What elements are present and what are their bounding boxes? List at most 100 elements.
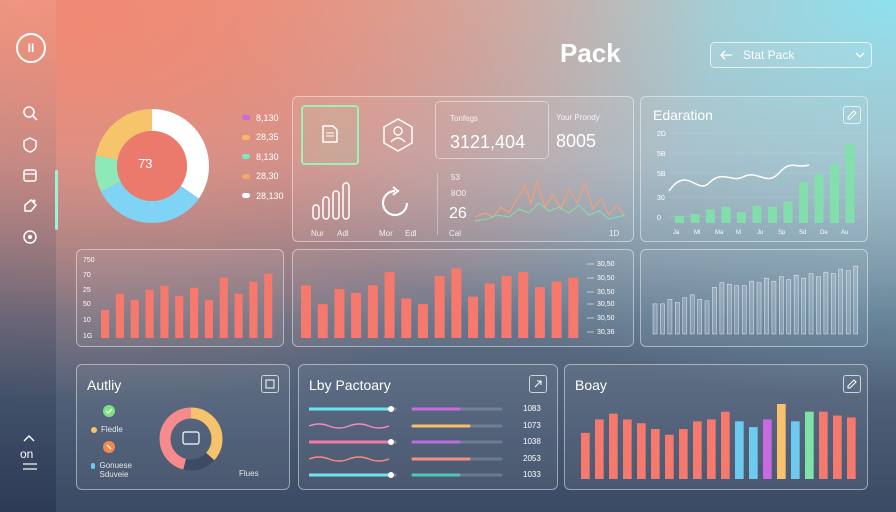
chevron-up-icon[interactable] xyxy=(23,434,35,442)
center-y-label: 30,50 xyxy=(597,261,615,268)
right-bar-chart xyxy=(652,265,858,335)
body-bar xyxy=(637,423,646,479)
body-bar xyxy=(749,427,758,479)
body-bar xyxy=(777,404,786,479)
edu-x-label: M xyxy=(736,230,741,235)
right-bar xyxy=(808,273,814,335)
right-bar xyxy=(689,294,695,335)
search-value: Stat Pack xyxy=(743,48,795,62)
right-bar xyxy=(674,302,680,335)
search-input[interactable]: Stat Pack xyxy=(710,42,872,68)
center-bar xyxy=(518,272,529,338)
donut-slice-yellow xyxy=(95,109,209,223)
body-bar xyxy=(609,413,618,479)
right-bar xyxy=(704,300,710,335)
lily-row[interactable]: 1033 xyxy=(309,469,549,481)
legend-swatch xyxy=(242,154,250,160)
left-bar-chart: 750 70 25 50 10 1G xyxy=(83,257,273,340)
lily-handle xyxy=(388,406,394,412)
mini-label-2: Mor xyxy=(379,229,393,238)
edu-bar xyxy=(783,201,793,223)
back-arrow-icon[interactable] xyxy=(719,49,733,61)
logo-button[interactable]: II xyxy=(16,33,46,63)
document-card[interactable] xyxy=(301,105,359,165)
center-bar xyxy=(568,277,579,338)
edu-y-label: 0 xyxy=(657,215,661,222)
body-bar-chart xyxy=(581,404,856,479)
lily-row[interactable]: 1038 xyxy=(309,436,549,448)
lily-row[interactable]: 1083 xyxy=(309,403,549,415)
body-panel: Boay xyxy=(564,364,868,490)
right-bar xyxy=(823,271,829,335)
left-bar xyxy=(190,287,199,338)
menu-icon[interactable] xyxy=(23,462,37,472)
kpi-line-chart xyxy=(475,178,625,222)
edu-x-label: Sp xyxy=(778,230,786,235)
lily-row[interactable]: 1073 xyxy=(309,420,549,432)
activity-item-1: Gonuese Sduveie xyxy=(91,461,147,479)
shield-icon[interactable] xyxy=(21,136,39,154)
edu-bar xyxy=(799,182,808,223)
left-bar xyxy=(175,295,184,338)
activity-item-0-label: Fledle xyxy=(101,425,123,434)
edu-bar xyxy=(690,214,700,223)
activity-expand-button[interactable] xyxy=(261,375,279,393)
left-bar xyxy=(145,289,154,338)
body-bar xyxy=(665,434,674,479)
edu-y-label: 5B xyxy=(657,151,666,158)
right-bar xyxy=(734,285,740,335)
expand-icon xyxy=(265,379,275,389)
page-title: Pack xyxy=(560,38,621,68)
center-bar xyxy=(501,275,512,338)
center-bar-panel: 30,50 30,50 30,50 30,50 30,50 30,36 xyxy=(292,249,634,347)
right-bar xyxy=(830,273,836,335)
edu-x-label: De xyxy=(820,230,828,235)
body-bar xyxy=(693,421,702,479)
right-bar xyxy=(741,285,747,335)
center-bar xyxy=(384,272,395,338)
calendar-icon[interactable] xyxy=(21,166,39,184)
edu-bar xyxy=(830,163,839,223)
right-bar-panel xyxy=(640,249,868,347)
sidebar: II on xyxy=(0,0,58,512)
legend-item: 28,30 xyxy=(242,167,284,187)
activity-item-0: Fledle xyxy=(91,425,123,434)
mini-label-1: Adl xyxy=(337,229,349,238)
left-bar xyxy=(115,293,124,338)
activity-title: Autliy xyxy=(87,377,122,393)
lily-share-button[interactable] xyxy=(529,375,547,393)
center-bar xyxy=(351,292,362,338)
right-bar xyxy=(749,280,754,335)
lily-row-value: 1083 xyxy=(523,404,541,413)
body-bar xyxy=(819,411,828,479)
left-y-label: 750 xyxy=(83,257,95,264)
divider xyxy=(437,173,438,235)
body-bar xyxy=(735,421,744,479)
chevron-down-icon[interactable] xyxy=(855,51,865,59)
donut-chart: 7̄3 xyxy=(90,104,214,228)
right-bar xyxy=(756,282,762,335)
body-edit-button[interactable] xyxy=(843,375,861,393)
edit-button[interactable] xyxy=(843,106,861,124)
tag-icon[interactable] xyxy=(21,197,39,215)
bottom-label: on xyxy=(20,447,34,461)
edu-x-label: Ja xyxy=(673,230,680,235)
user-badge-icon[interactable] xyxy=(380,117,416,153)
left-bar xyxy=(204,299,213,338)
mini-label-3: Edl xyxy=(405,229,417,238)
edu-bar xyxy=(768,206,777,223)
left-bar xyxy=(264,273,273,338)
activity-donut xyxy=(159,407,223,471)
lily-row[interactable]: 2053 xyxy=(309,453,549,465)
pencil-icon xyxy=(847,110,857,120)
right-bar xyxy=(778,276,784,335)
refresh-icon[interactable] xyxy=(377,185,413,221)
search-icon[interactable] xyxy=(21,104,39,122)
lily-handle xyxy=(388,472,394,478)
mini-bars-icon xyxy=(312,182,350,220)
alert-icon xyxy=(103,441,115,453)
center-bar xyxy=(534,287,545,338)
center-y-label: 30,50 xyxy=(597,275,615,282)
legend-label: 28,130 xyxy=(256,190,284,201)
settings-icon[interactable] xyxy=(21,228,39,246)
